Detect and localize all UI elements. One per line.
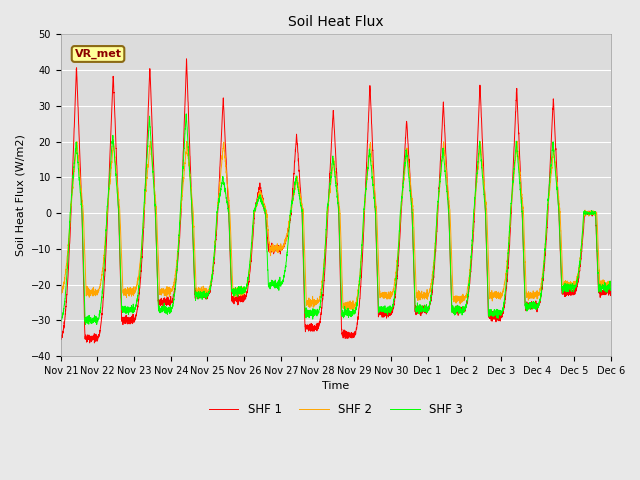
Text: VR_met: VR_met xyxy=(74,49,122,59)
SHF 1 xyxy=(429,281,436,287)
SHF 1 xyxy=(491,315,499,321)
SHF 3 xyxy=(182,111,190,117)
SHF 3 xyxy=(316,306,323,312)
SHF 1 xyxy=(460,304,467,310)
SHF 2 xyxy=(607,278,614,284)
Title: Soil Heat Flux: Soil Heat Flux xyxy=(288,15,383,29)
Line: SHF 3: SHF 3 xyxy=(61,114,611,324)
SHF 3 xyxy=(607,288,614,293)
SHF 2 xyxy=(316,299,323,304)
SHF 3 xyxy=(57,317,65,323)
SHF 3 xyxy=(429,277,436,283)
SHF 3 xyxy=(491,309,499,314)
Legend: SHF 1, SHF 2, SHF 3: SHF 1, SHF 2, SHF 3 xyxy=(204,398,468,421)
SHF 2 xyxy=(460,292,467,298)
SHF 1 xyxy=(316,320,323,325)
SHF 3 xyxy=(93,322,100,327)
SHF 2 xyxy=(57,289,65,295)
SHF 1 xyxy=(607,288,614,293)
SHF 1 xyxy=(156,298,164,304)
Y-axis label: Soil Heat Flux (W/m2): Soil Heat Flux (W/m2) xyxy=(15,134,25,256)
SHF 2 xyxy=(109,137,117,143)
SHF 2 xyxy=(344,307,352,313)
Line: SHF 1: SHF 1 xyxy=(61,59,611,343)
SHF 1 xyxy=(57,335,65,341)
SHF 1 xyxy=(182,56,190,62)
X-axis label: Time: Time xyxy=(322,381,349,391)
SHF 2 xyxy=(429,268,436,274)
SHF 3 xyxy=(156,309,164,315)
SHF 1 xyxy=(86,340,93,346)
SHF 3 xyxy=(460,310,467,315)
SHF 2 xyxy=(607,284,614,290)
Line: SHF 2: SHF 2 xyxy=(61,140,611,310)
SHF 3 xyxy=(607,288,614,293)
SHF 2 xyxy=(491,292,499,298)
SHF 1 xyxy=(607,289,614,295)
SHF 2 xyxy=(156,290,164,296)
